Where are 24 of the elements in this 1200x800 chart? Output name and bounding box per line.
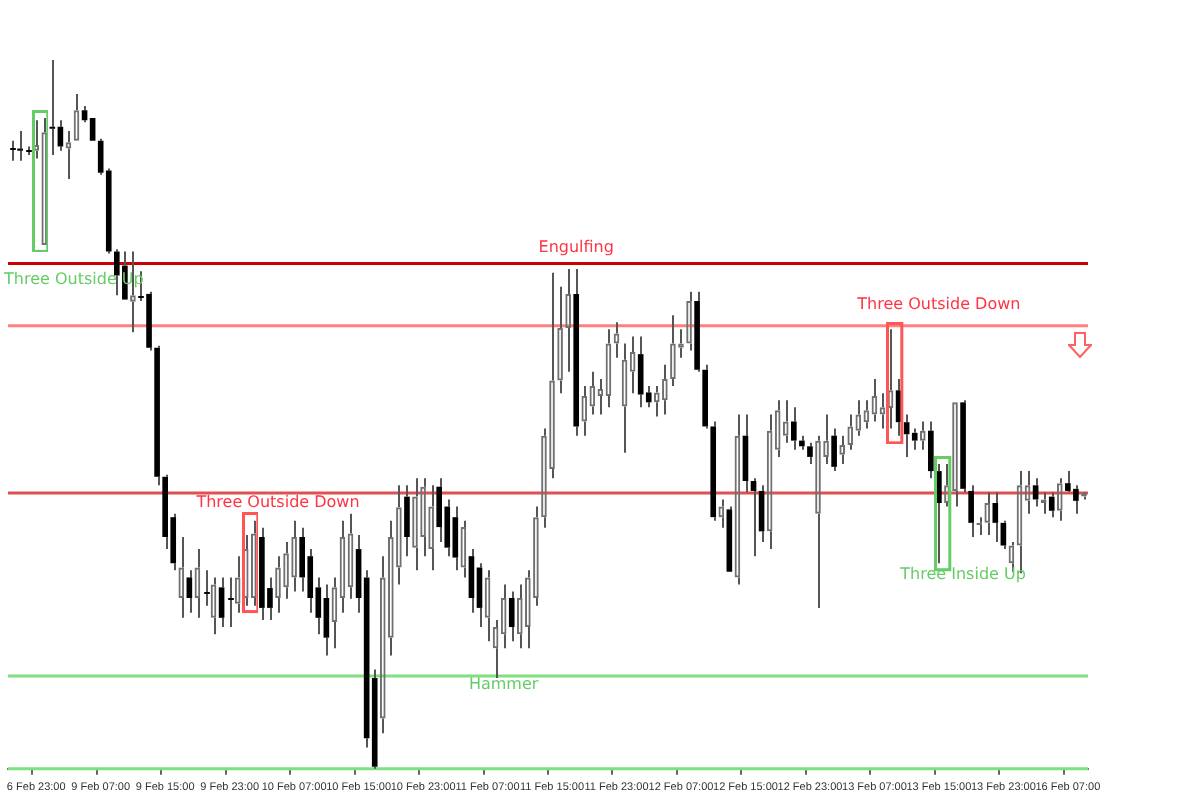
candlestick [911,427,918,451]
candlestick [186,569,193,614]
candlestick [9,139,17,162]
candlestick [218,576,225,629]
annotation: Three Outside Down [194,493,360,512]
candlestick [992,491,999,543]
candlestick [508,590,515,643]
annotation: Engulfing [538,237,614,256]
candlestick [404,484,410,558]
annotation: Three Inside Up [898,565,1026,584]
candlestick [227,576,235,629]
candlestick [113,248,120,297]
candlestick [573,268,580,437]
annotation: Three Outside Down [855,294,1021,313]
candlestick [807,441,813,466]
candlestick [203,569,211,607]
annotation: Hammer [468,674,540,693]
candlestick [299,526,305,593]
candlestick [259,526,265,621]
candlestick [928,420,934,480]
candlestick [791,406,797,451]
candlestick [637,335,644,409]
candlestick [452,505,459,572]
candlestick [1048,491,1055,519]
